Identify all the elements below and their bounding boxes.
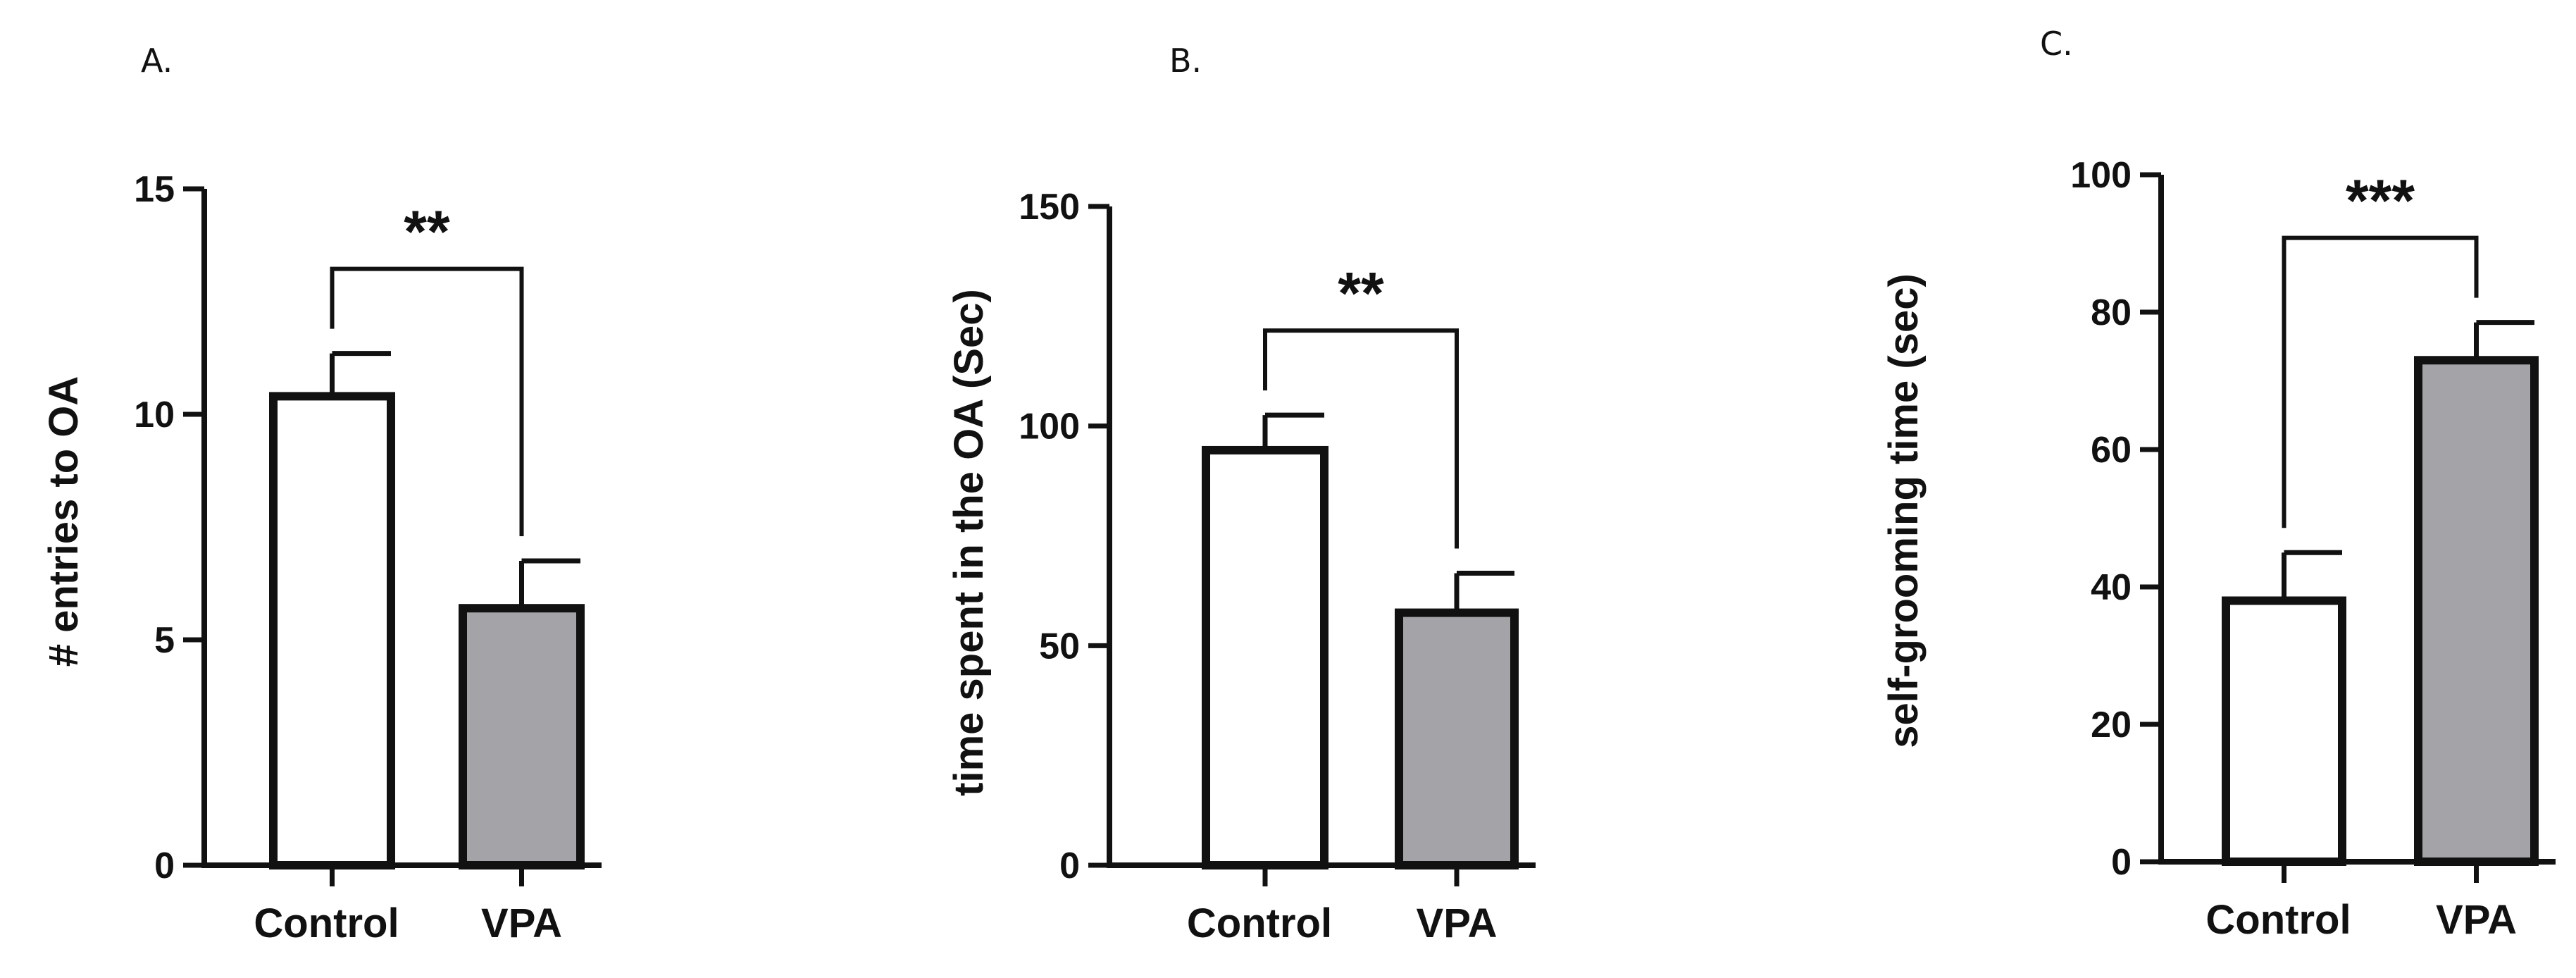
y-tick-label: 50	[1039, 626, 1080, 667]
bar-control	[2222, 596, 2346, 866]
plot-area-c: 0 20 40 60 80 100 Control VPA ***	[2070, 155, 2556, 943]
y-axis-label-c: self-grooming time (sec)	[1881, 273, 1927, 748]
y-tick-label: 150	[1019, 187, 1080, 228]
bar-vpa	[2414, 356, 2539, 866]
y-tick-label: 60	[2091, 430, 2132, 471]
plot-area-a: 0 5 10 15 Control VPA **	[134, 169, 602, 946]
significance-marker: **	[404, 199, 450, 265]
x-tick-label: VPA	[1417, 900, 1498, 946]
bar-control	[269, 392, 395, 869]
x-tick-label: Control	[1187, 900, 1332, 946]
bar-vpa	[1395, 608, 1519, 869]
y-tick-label: 0	[1059, 846, 1080, 886]
chart-panel-c: C. self-grooming time (sec) 0 20 40 60 80 100…	[1881, 25, 2556, 943]
chart-panel-a: A. # entries to OA 0 5 10 15 Control VPA **	[41, 42, 602, 946]
bar-vpa	[459, 604, 585, 869]
bar-control	[1202, 445, 1329, 869]
significance-bracket	[1263, 328, 1459, 549]
significance-marker: ***	[2346, 168, 2415, 234]
y-tick-label: 15	[134, 169, 175, 210]
panel-label-b: B.	[1169, 42, 1202, 80]
x-tick-label: Control	[254, 900, 399, 946]
y-axis-label-b: time spent in the OA (Sec)	[946, 289, 992, 796]
plot-area-b: 0 50 100 150 Control VPA **	[1019, 187, 1536, 946]
significance-marker: **	[1338, 260, 1384, 326]
y-tick-label: 0	[2111, 842, 2132, 883]
y-tick-label: 5	[154, 620, 175, 661]
y-tick-label: 100	[2070, 155, 2132, 196]
panel-label-a: A.	[141, 42, 173, 80]
y-tick-label: 0	[154, 846, 175, 886]
significance-bracket	[330, 266, 524, 536]
y-tick-label: 100	[1019, 407, 1080, 447]
x-tick-label: Control	[2205, 897, 2351, 943]
x-tick-label: VPA	[2436, 897, 2517, 943]
chart-panel-b: B. time spent in the OA (Sec) 0 50 100 150 C…	[946, 42, 1536, 946]
y-axis-label-a: # entries to OA	[41, 376, 87, 667]
y-tick-label: 20	[2091, 705, 2132, 745]
y-tick-label: 80	[2091, 292, 2132, 333]
significance-bracket	[2282, 235, 2479, 528]
panel-label-c: C.	[2040, 25, 2073, 63]
y-tick-label: 40	[2091, 567, 2132, 608]
y-tick-label: 10	[134, 395, 175, 435]
x-tick-label: VPA	[481, 900, 562, 946]
